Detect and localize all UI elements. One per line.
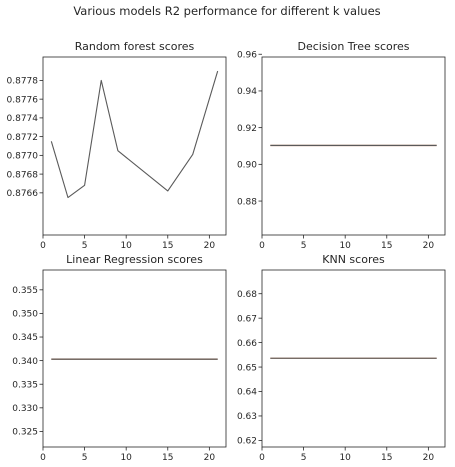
knn-ytick-label: 0.65: [237, 363, 257, 373]
decision-tree-xtick-label: 10: [339, 241, 351, 251]
random-forest-ytick-label: 0.8766: [7, 189, 39, 199]
random-forest-ytick-label: 0.8770: [7, 152, 39, 162]
knn-ytick-label: 0.67: [237, 314, 257, 324]
knn-ytick-label: 0.62: [237, 437, 257, 447]
random-forest-xtick-label: 10: [120, 241, 132, 251]
linear-regression-ytick-label: 0.330: [12, 404, 38, 414]
knn-xtick-label: 15: [381, 453, 392, 463]
linear-regression-panel: Linear Regression scores 0 5 10 15 20 0.325 0.3…: [12, 253, 227, 463]
random-forest-xtick-label: 15: [162, 241, 173, 251]
linear-regression-xtick-label: 10: [120, 453, 132, 463]
linear-regression-ytick-label: 0.335: [12, 380, 38, 390]
decision-tree-ytick-label: 0.94: [237, 87, 257, 97]
knn-panel: KNN scores 0 5 10 15 20 0.62 0.63 0.64 0.65 0.66 0.…: [237, 253, 446, 463]
decision-tree-xtick-label: 0: [259, 241, 265, 251]
random-forest-xtick-label: 20: [204, 241, 216, 251]
knn-xtick-label: 20: [423, 453, 435, 463]
decision-tree-ytick-label: 0.92: [237, 124, 257, 134]
knn-xtick-label: 10: [339, 453, 351, 463]
decision-tree-panel: Decision Tree scores 0 5 10 15 20 0.88 0.90 0.92…: [237, 40, 446, 251]
linear-regression-ytick-label: 0.345: [12, 333, 38, 343]
knn-xtick-label: 0: [259, 453, 265, 463]
random-forest-xtick-label: 0: [40, 241, 46, 251]
random-forest-ytick-label: 0.8772: [7, 133, 39, 143]
decision-tree-plot-frame: [261, 56, 446, 236]
random-forest-ytick-label: 0.8776: [7, 95, 39, 105]
linear-regression-ytick-label: 0.325: [12, 428, 38, 438]
random-forest-plot-frame: [42, 56, 227, 236]
linear-regression-ytick-label: 0.350: [12, 310, 38, 320]
decision-tree-xtick-label: 15: [381, 241, 392, 251]
linear-regression-plot-frame: [42, 269, 227, 448]
knn-ytick-label: 0.64: [237, 388, 257, 398]
decision-tree-xtick-label: 20: [423, 241, 435, 251]
linear-regression-ytick-label: 0.340: [12, 357, 38, 367]
knn-ytick-label: 0.68: [237, 290, 257, 300]
linear-regression-title: Linear Regression scores: [66, 253, 203, 266]
linear-regression-xtick-label: 5: [82, 453, 88, 463]
linear-regression-xtick-label: 20: [204, 453, 216, 463]
random-forest-series-line: [50, 70, 219, 199]
decision-tree-title: Decision Tree scores: [297, 40, 409, 53]
linear-regression-xtick-label: 15: [162, 453, 173, 463]
knn-ytick-label: 0.66: [237, 339, 257, 349]
random-forest-ytick-label: 0.8768: [7, 170, 39, 180]
random-forest-ytick-label: 0.8774: [7, 114, 39, 124]
figure-title: Various models R2 performance for differ…: [73, 4, 380, 18]
random-forest-panel: Random forest scores 0 5 10 15 20 0.8766 0.8768…: [7, 40, 227, 251]
decision-tree-xtick-label: 5: [301, 241, 307, 251]
random-forest-xtick-label: 5: [82, 241, 88, 251]
decision-tree-ytick-label: 0.90: [237, 161, 257, 171]
random-forest-ytick-label: 0.8778: [7, 77, 39, 87]
linear-regression-ytick-label: 0.355: [12, 286, 38, 296]
knn-ytick-label: 0.63: [237, 412, 257, 422]
random-forest-title: Random forest scores: [75, 40, 195, 53]
knn-title: KNN scores: [322, 253, 385, 266]
linear-regression-xtick-label: 0: [40, 453, 46, 463]
decision-tree-ytick-label: 0.96: [237, 50, 257, 60]
knn-plot-frame: [261, 269, 446, 448]
knn-xtick-label: 5: [301, 453, 307, 463]
decision-tree-ytick-label: 0.88: [237, 197, 257, 207]
